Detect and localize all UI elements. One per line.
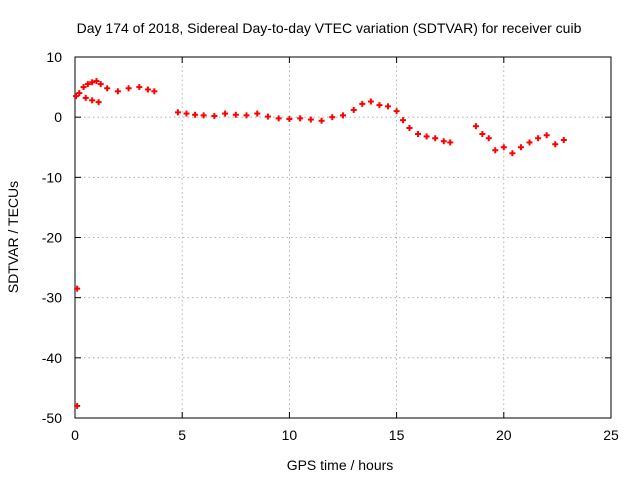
data-point: [151, 88, 158, 95]
data-point: [415, 131, 422, 138]
data-point: [95, 99, 102, 106]
data-point: [560, 137, 567, 144]
data-point: [423, 133, 430, 140]
data-point: [492, 147, 499, 154]
data-point: [144, 86, 151, 93]
x-tick-label: 25: [603, 427, 619, 443]
data-point: [183, 110, 190, 117]
y-tick-label: -50: [42, 410, 62, 426]
x-tick-label: 0: [71, 427, 79, 443]
y-tick-label: 10: [46, 49, 62, 65]
y-tick-label: 0: [54, 109, 62, 125]
data-point: [136, 84, 143, 91]
data-point: [89, 97, 96, 104]
axis-ticks: 0 5 10 15 20 25 10 0 -10 -20 -30 -40 -50: [42, 49, 619, 443]
data-point: [275, 115, 282, 122]
data-point: [509, 150, 516, 157]
data-point: [125, 85, 132, 92]
x-tick-label: 20: [496, 427, 512, 443]
data-point: [254, 110, 261, 117]
data-point: [406, 124, 413, 131]
data-point: [385, 103, 392, 110]
data-point: [447, 139, 454, 146]
data-point: [74, 285, 81, 292]
data-point: [297, 115, 304, 122]
data-point: [200, 112, 207, 119]
data-point: [393, 108, 400, 115]
data-point: [82, 94, 89, 101]
data-point: [286, 115, 293, 122]
data-point: [114, 88, 121, 95]
data-point: [84, 81, 91, 88]
data-points: [73, 78, 567, 409]
data-point: [552, 141, 559, 148]
data-point: [93, 78, 100, 85]
data-point: [76, 90, 83, 97]
data-point: [318, 117, 325, 124]
y-tick-label: -40: [42, 350, 62, 366]
data-point: [104, 85, 111, 92]
data-point: [526, 139, 533, 146]
data-point: [400, 117, 407, 124]
data-point: [350, 106, 357, 113]
grid-lines: [75, 57, 611, 418]
data-point: [80, 84, 87, 91]
data-point: [340, 112, 346, 119]
data-point: [500, 144, 507, 151]
data-point: [367, 98, 374, 105]
y-tick-label: -10: [42, 169, 62, 185]
data-point: [74, 402, 81, 409]
data-point: [376, 102, 383, 109]
y-axis-label: SDTVAR / TECUs: [5, 181, 21, 293]
data-point: [359, 100, 366, 107]
y-tick-label: -30: [42, 290, 62, 306]
y-tick-label: -20: [42, 230, 62, 246]
data-point: [535, 135, 542, 142]
data-point: [222, 110, 229, 117]
chart-title: Day 174 of 2018, Sidereal Day-to-day VTE…: [77, 20, 582, 36]
data-point: [517, 144, 524, 151]
data-point: [192, 111, 199, 118]
data-point: [89, 79, 96, 86]
data-point: [232, 111, 239, 118]
x-tick-label: 5: [178, 427, 186, 443]
data-point: [543, 132, 550, 139]
data-point: [485, 135, 492, 142]
x-tick-label: 15: [389, 427, 405, 443]
x-tick-label: 10: [282, 427, 298, 443]
data-point: [479, 131, 486, 138]
data-point: [440, 138, 447, 145]
data-point: [472, 123, 479, 130]
data-point: [174, 109, 181, 116]
x-axis-label: GPS time / hours: [287, 457, 394, 473]
data-point: [73, 93, 80, 100]
data-point: [97, 81, 104, 88]
data-point: [329, 114, 336, 121]
data-point: [432, 135, 439, 142]
data-point: [307, 116, 314, 123]
data-point: [243, 112, 250, 119]
data-point: [264, 113, 271, 120]
data-point: [211, 112, 218, 119]
